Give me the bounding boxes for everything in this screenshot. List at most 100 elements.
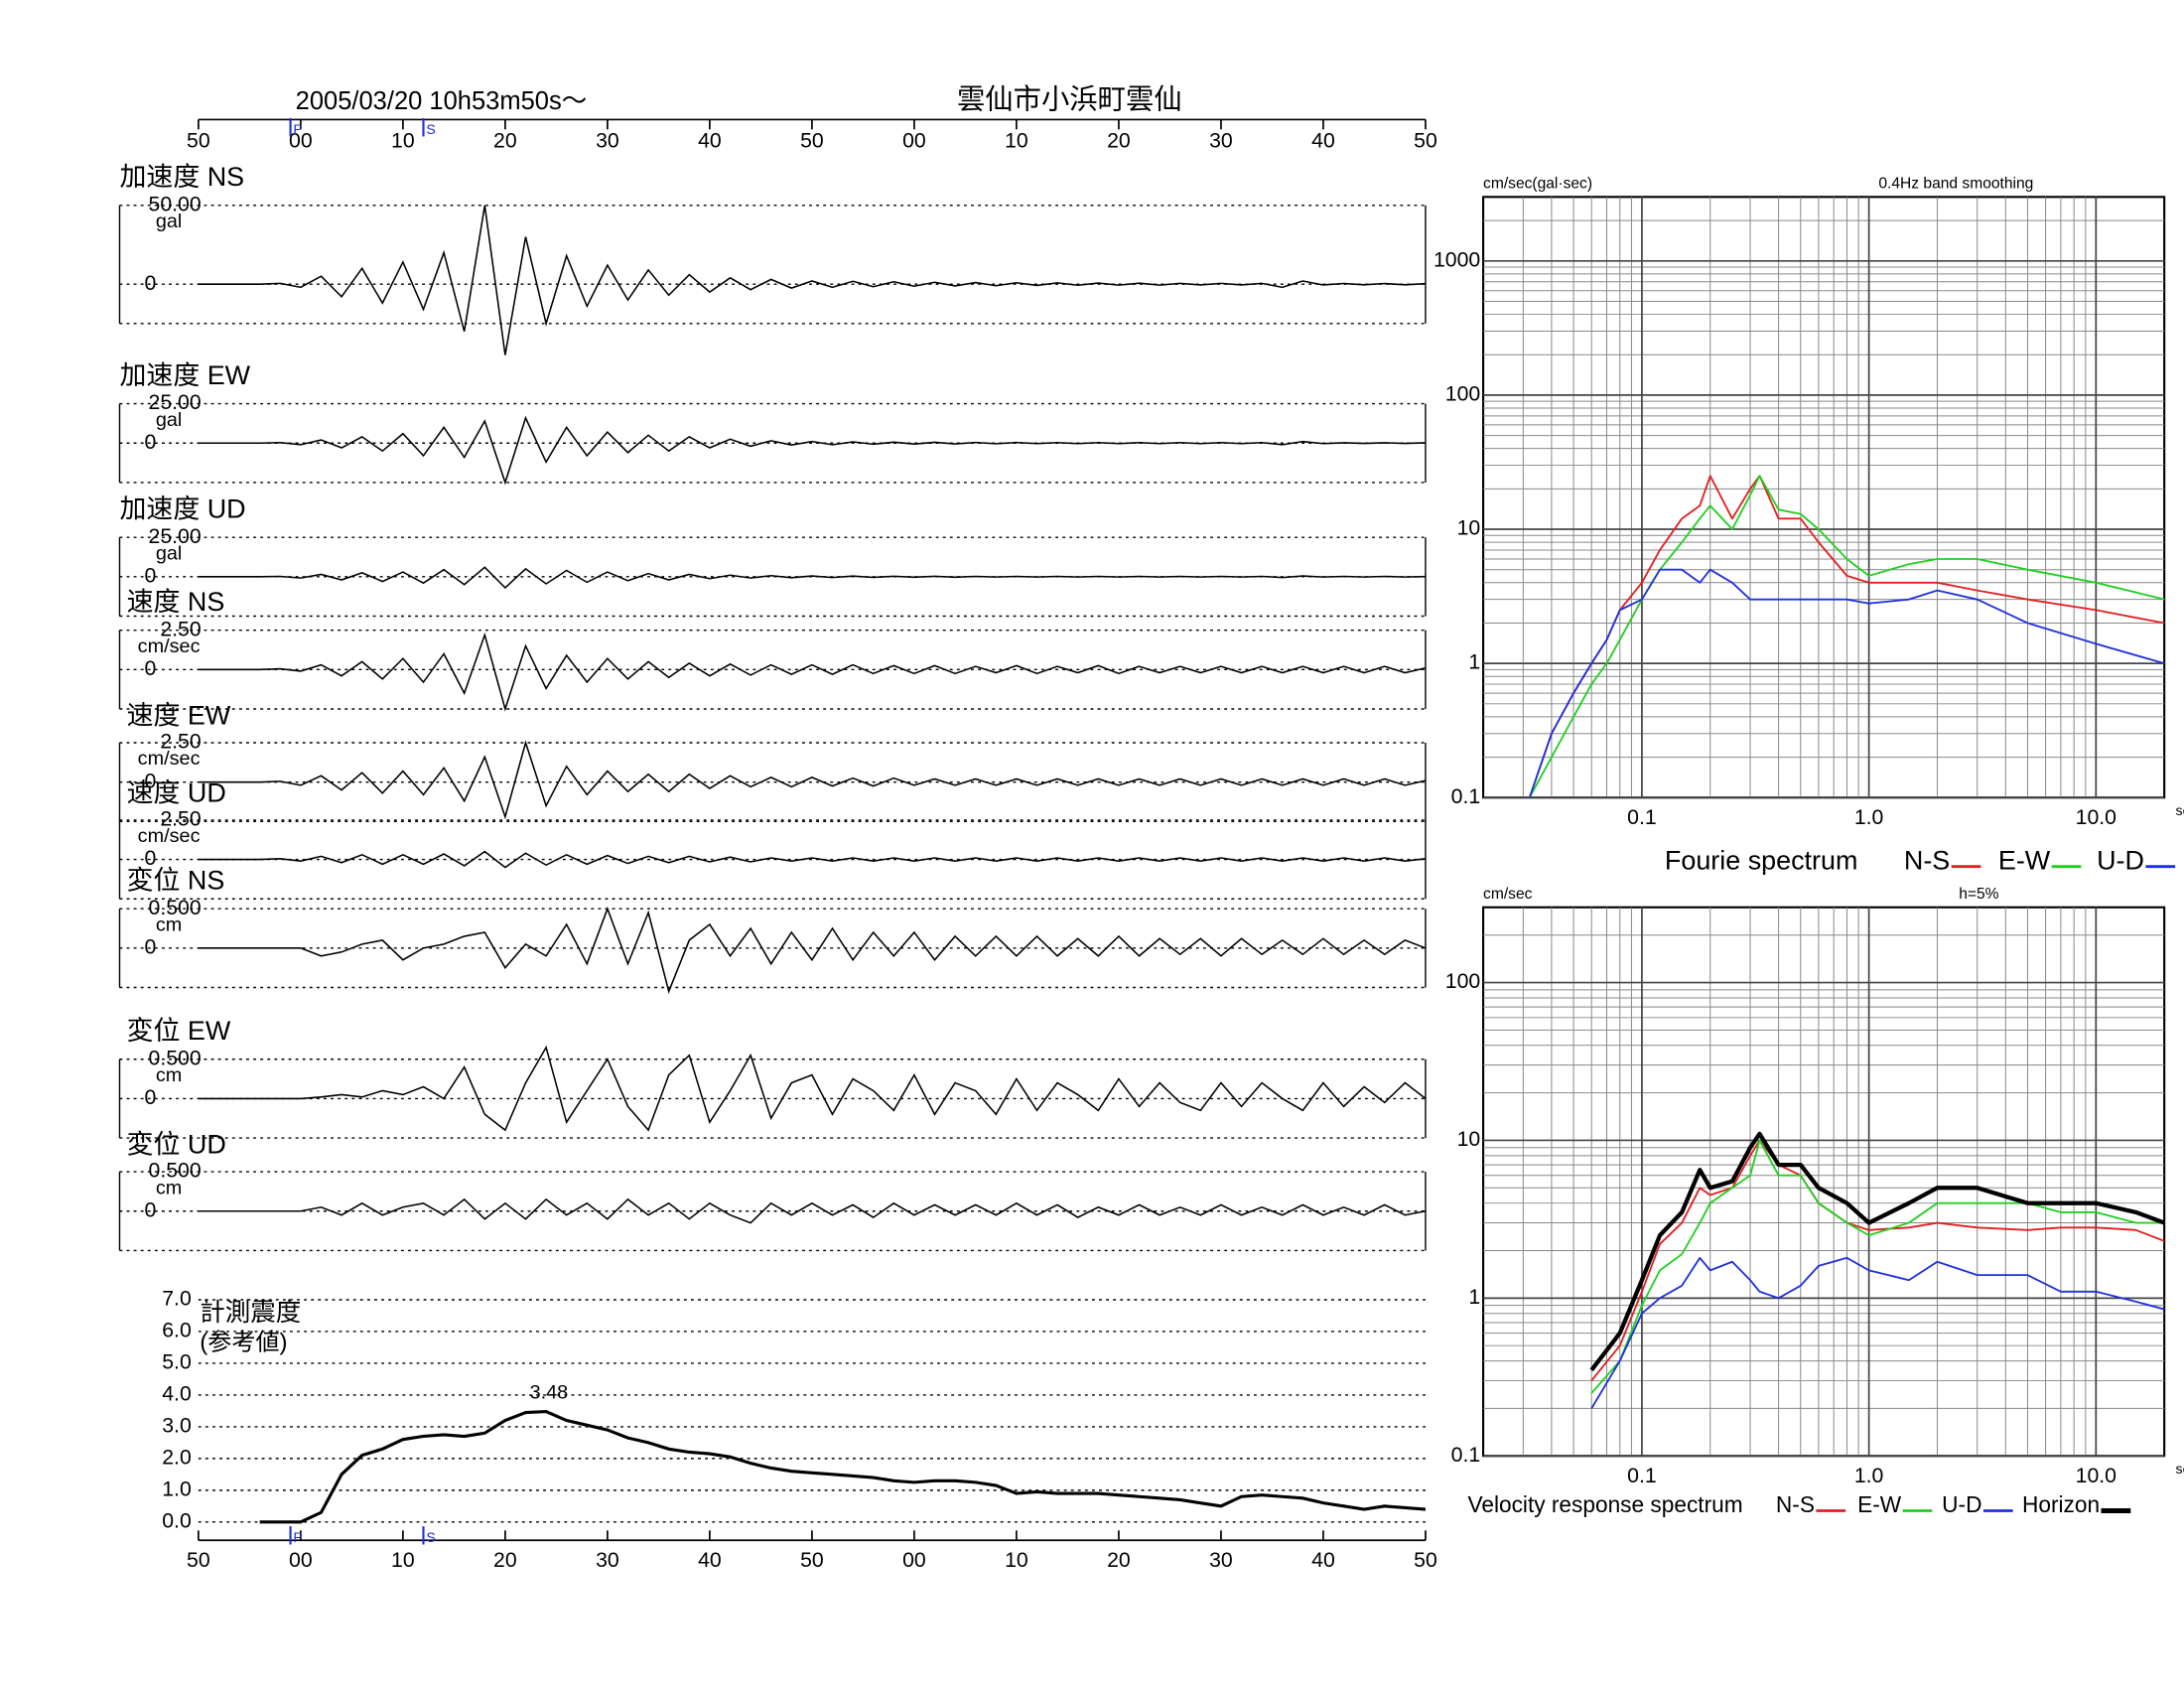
y-tick-label: 0.1 (1451, 784, 1481, 808)
trace (198, 1197, 1427, 1224)
y-tick-label: 0 (145, 1197, 157, 1221)
y-tick-label: 0 (145, 1085, 157, 1109)
spectrum-line (1590, 1139, 2165, 1394)
x-tick-label: 00 (902, 1548, 926, 1572)
y-tick-label: 10 (1457, 1127, 1481, 1151)
y-tick-label: 2.50 (160, 617, 201, 640)
y-tick-label: 100 (1445, 969, 1480, 993)
spectrum-line (1589, 1131, 2165, 1372)
x-tick-label: 0.1 (1627, 1464, 1657, 1487)
trace (198, 906, 1427, 994)
x-tick-label: 20 (493, 1548, 517, 1572)
chart-subtitle: h=5% (1959, 886, 1998, 903)
x-tick-label: 50 (187, 1548, 210, 1572)
y-tick-label: 1000 (1433, 247, 1480, 271)
trace-label: 加速度 EW (119, 360, 250, 390)
trace (198, 415, 1426, 486)
trace (198, 205, 1426, 355)
x-tick-label: 30 (1209, 129, 1233, 153)
y-tick-label: 100 (1445, 382, 1480, 406)
y-tick-label: 5.0 (162, 1350, 192, 1374)
x-tick-label: 40 (698, 129, 722, 153)
x-tick-label: 50 (187, 129, 210, 153)
x-tick-label: 40 (1311, 129, 1335, 153)
unit-label: gal (156, 211, 182, 232)
y-tick-label: 7.0 (162, 1287, 192, 1311)
y-tick-label: 0 (145, 656, 157, 680)
trace-label: 速度 EW (127, 701, 231, 731)
chart-title: cm/sec(gal·sec) (1483, 176, 1592, 193)
x-tick-label: 10 (1005, 1548, 1028, 1572)
y-tick-label: 0 (145, 563, 157, 587)
x-tick-label: 30 (596, 1548, 619, 1572)
y-tick-label: 3.0 (162, 1414, 192, 1438)
x-tick-label: 1.0 (1854, 1464, 1884, 1487)
y-tick-label: 0 (145, 769, 157, 792)
y-tick-label: 1.0 (162, 1477, 192, 1500)
trace-label: 速度 NS (127, 587, 225, 617)
unit-label: cm (156, 914, 182, 935)
x-tick-label: 40 (698, 1548, 722, 1572)
y-tick-label: 2.0 (162, 1445, 192, 1469)
trace-label: 変位 NS (127, 865, 225, 895)
legend-label: E-W (1998, 846, 2051, 876)
chart-title: 2005/03/20 10h53m50s〜 (296, 87, 588, 115)
spectrum-line (1528, 568, 2165, 798)
chart-title: 計測震度 (200, 1299, 301, 1327)
phase-label: S (426, 122, 435, 138)
spectrum-line (1528, 475, 2165, 798)
x-tick-label: 00 (289, 1548, 313, 1572)
legend-title: Velocity response spectrum (1467, 1491, 1742, 1517)
y-tick-label: 2.50 (160, 807, 201, 831)
y-tick-label: 0.1 (1451, 1443, 1481, 1467)
x-tick-label: 50 (800, 1548, 824, 1572)
x-tick-label: 00 (902, 129, 926, 153)
x-tick-label: 10 (1005, 129, 1028, 153)
x-tick-label: 0.1 (1627, 805, 1657, 829)
unit-label: gal (156, 409, 182, 431)
y-tick-label: 2.50 (160, 730, 201, 754)
y-tick-label: 10 (1457, 516, 1481, 540)
spectrum-line (1590, 1256, 2165, 1409)
trace (198, 740, 1427, 820)
axis-title: sec (2175, 803, 2184, 819)
y-tick-label: 0.500 (149, 1046, 202, 1069)
unit-label: cm (156, 1177, 182, 1198)
x-tick-label: 50 (1414, 1548, 1437, 1572)
x-tick-label: 10.0 (2076, 1464, 2116, 1487)
y-tick-label: 0.500 (149, 896, 202, 919)
trace (198, 1045, 1427, 1132)
peak-label: 3.48 (530, 1381, 569, 1403)
trace-label: 変位 UD (127, 1130, 226, 1160)
x-tick-label: 50 (1414, 129, 1437, 153)
x-tick-label: 10.0 (2076, 805, 2116, 829)
chart-subtitle: 雲仙市小浜町雲仙 (957, 83, 1182, 115)
phase-label: S (426, 1530, 435, 1546)
unit-label: cm (156, 1064, 182, 1086)
trace (198, 632, 1427, 712)
phase-label: P (293, 1530, 302, 1546)
x-tick-label: 30 (1209, 1548, 1233, 1572)
trace (198, 566, 1426, 590)
x-tick-label: 10 (391, 129, 415, 153)
trace-label: 加速度 UD (119, 493, 245, 523)
legend-label: U-D (2097, 846, 2144, 876)
x-tick-label: 20 (1107, 129, 1131, 153)
y-tick-label: 0 (145, 934, 157, 958)
unit-label: cm/sec (138, 825, 201, 847)
x-tick-label: 40 (1311, 1548, 1335, 1572)
legend-label: Horizon (2022, 1491, 2100, 1517)
chart-title: cm/sec (1483, 886, 1533, 903)
intensity-line (259, 1409, 1427, 1524)
legend-label: N-S (1776, 1491, 1815, 1517)
unit-label: cm/sec (138, 748, 201, 770)
y-tick-label: 25.00 (149, 390, 202, 414)
y-tick-label: 25.00 (149, 524, 202, 548)
legend-label: U-D (1942, 1491, 1981, 1517)
x-tick-label: 30 (596, 129, 619, 153)
chart-subtitle: 0.4Hz band smoothing (1878, 176, 2033, 193)
trace (198, 850, 1427, 869)
